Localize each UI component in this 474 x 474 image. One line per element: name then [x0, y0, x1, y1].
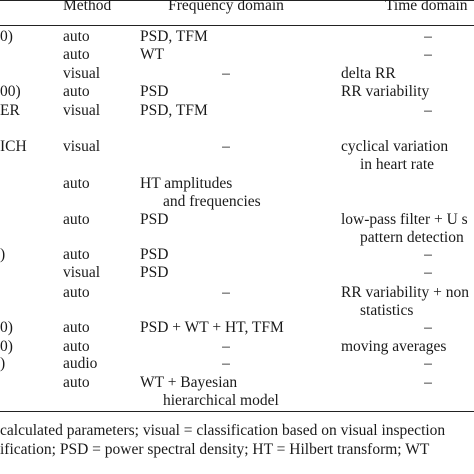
row-frequency-domain: – [222, 65, 230, 82]
row-study-label: ) [0, 246, 6, 263]
row-study-label: 00) [0, 83, 21, 100]
row-frequency-domain: PSD, TFM [140, 28, 208, 45]
row-method: auto [63, 175, 90, 192]
header-rule [0, 25, 474, 26]
header-time-domain: Time domain [385, 0, 468, 14]
row-time-domain: – [424, 102, 432, 119]
row-time-domain: – [424, 246, 432, 263]
row-time-domain: – [424, 264, 432, 281]
row-method: visual [63, 138, 101, 155]
row-frequency-domain: PSD [140, 83, 169, 100]
row-time-domain: – [424, 355, 432, 372]
row-study-label: ) [0, 355, 6, 372]
row-time-domain: delta RR [341, 65, 396, 82]
row-method: auto [63, 284, 90, 301]
row-time-domain: – [424, 374, 432, 391]
row-method: auto [63, 211, 90, 228]
row-time-domain: – [424, 319, 432, 336]
row-frequency-domain-cont: hierarchical model [163, 392, 279, 409]
row-study-label: 0) [0, 338, 13, 355]
row-method: auto [63, 374, 90, 391]
row-time-domain-cont: statistics [360, 302, 414, 319]
header-frequency-domain: Frequency domain [168, 0, 284, 14]
row-method: auto [63, 246, 90, 263]
row-method: visual [63, 65, 101, 82]
top-rule [0, 0, 474, 1]
row-time-domain: – [424, 46, 432, 63]
row-frequency-domain: WT + Bayesian [140, 374, 238, 391]
row-frequency-domain-cont: and frequencies [163, 193, 261, 210]
row-method: auto [63, 28, 90, 45]
row-frequency-domain: – [222, 138, 230, 155]
footnote-line-2: ification; PSD = power spectral density;… [0, 441, 430, 458]
row-time-domain: moving averages [341, 338, 447, 355]
footnote-line-1: calculated parameters; visual = classifi… [0, 422, 446, 439]
bottom-rule [0, 411, 474, 412]
row-time-domain-cont: in heart rate [360, 156, 435, 173]
row-frequency-domain: PSD [140, 246, 169, 263]
row-frequency-domain: WT [140, 46, 165, 63]
header-method: Method [63, 0, 112, 14]
row-method: visual [63, 264, 101, 281]
row-time-domain: RR variability [341, 83, 430, 100]
row-method: visual [63, 102, 101, 119]
row-method: auto [63, 319, 90, 336]
row-time-domain: RR variability + non [341, 284, 469, 301]
row-method: audio [63, 355, 98, 372]
row-study-label: 0) [0, 28, 13, 45]
row-study-label: ICH [0, 138, 27, 155]
row-frequency-domain: PSD [140, 211, 169, 228]
row-method: auto [63, 338, 90, 355]
row-study-label: ER [0, 102, 20, 119]
row-frequency-domain: – [222, 338, 230, 355]
row-frequency-domain: PSD + WT + HT, TFM [140, 319, 284, 336]
row-frequency-domain: PSD [140, 264, 169, 281]
row-frequency-domain: PSD, TFM [140, 102, 208, 119]
row-frequency-domain: – [222, 355, 230, 372]
row-method: auto [63, 46, 90, 63]
row-time-domain: cyclical variation [341, 138, 449, 155]
row-method: auto [63, 83, 90, 100]
row-time-domain-cont: pattern detection [360, 229, 464, 246]
row-frequency-domain: – [222, 284, 230, 301]
row-time-domain: – [424, 28, 432, 45]
row-time-domain: low-pass filter + U s [341, 211, 468, 228]
row-study-label: 0) [0, 319, 13, 336]
row-frequency-domain: HT amplitudes [140, 175, 233, 192]
